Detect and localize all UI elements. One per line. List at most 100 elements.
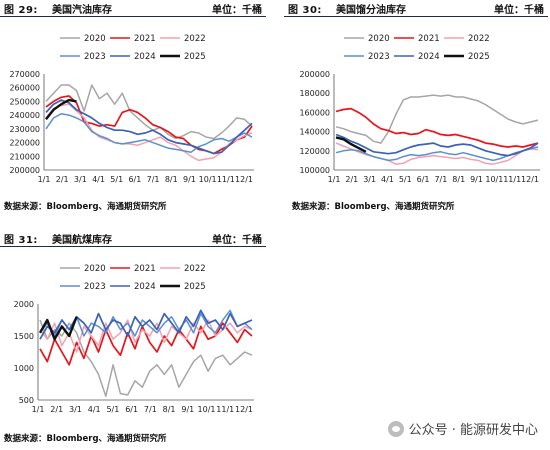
legend-label-2020: 2020: [368, 34, 390, 44]
legend-label-2022: 2022: [184, 34, 206, 44]
jet-fuel-inventory-chart: 2020 2021 2022 2023 2024 2025 500 1000 1500 2000 1…: [14, 264, 254, 414]
y-tick-label: 160000: [299, 108, 330, 117]
y-tick-label: 210000: [9, 152, 40, 161]
figure-number: 图 31:: [4, 235, 38, 246]
y-tick-label: 120000: [299, 147, 330, 156]
x-tick-label: 7/1: [144, 405, 157, 414]
x-tick-label: 5/1: [110, 175, 123, 184]
series-line-2020: [335, 94, 539, 144]
legend-label-2025: 2025: [184, 282, 206, 292]
series-line-2023: [335, 146, 539, 162]
y-tick-label: 200000: [299, 70, 330, 79]
series-line-2021: [335, 107, 539, 148]
watermark-text: 公众号 · 能源研发中心: [408, 423, 538, 438]
series-line-2025: [45, 98, 77, 121]
x-tick-label: 4/1: [381, 175, 394, 184]
legend-label-2022: 2022: [468, 34, 490, 44]
y-tick-label: 180000: [299, 89, 330, 98]
x-tick-label: 4/1: [92, 175, 105, 184]
gasoline-inventory-chart: 2020 2021 2022 2023 2024 2025 200000 210000 2200…: [9, 34, 254, 184]
unit-label: 单位：千桶: [212, 5, 262, 16]
figure-number: 图 29:: [4, 5, 38, 16]
legend-label-2020: 2020: [84, 34, 106, 44]
jet-fuel-panel: 图 31: 美国航煤库存 单位：千桶 2020 2021 2022 2023 2024 2…: [0, 230, 274, 450]
series-line-2025: [335, 136, 367, 153]
legend-label-2023: 2023: [84, 52, 106, 62]
x-tick-label: 6/1: [128, 175, 141, 184]
x-tick-label: 12/1: [235, 175, 253, 184]
legend-label-2024: 2024: [134, 282, 156, 292]
legend-label-2021: 2021: [134, 264, 156, 274]
x-tick-label: 5/1: [399, 175, 412, 184]
figure-header: 图 29: 美国汽油库存 单位：千桶: [0, 0, 266, 17]
x-tick-label: 8/1: [163, 405, 176, 414]
x-tick-label: 2/1: [50, 405, 63, 414]
x-tick-label: 12/1: [235, 405, 253, 414]
legend-label-2021: 2021: [134, 34, 156, 44]
x-tick-label: 9/1: [183, 175, 196, 184]
x-tick-label: 3/1: [74, 175, 87, 184]
source-note: 数据来源：Bloomberg、海通期货研究所: [4, 434, 167, 444]
figure-title: 美国馏分油库存: [336, 5, 406, 16]
x-tick-label: 3/1: [363, 175, 376, 184]
series-line-2021: [39, 322, 253, 366]
x-tick-label: 11/1: [503, 175, 521, 184]
y-tick-label: 2000: [14, 300, 34, 309]
figure-number: 图 30:: [288, 5, 322, 16]
distillate-panel: 图 30: 美国馏分油库存 单位：千桶 2020 2021 2022 2023 2024…: [284, 0, 550, 222]
x-tick-label: 8/1: [452, 175, 465, 184]
series-line-2021: [45, 95, 253, 155]
x-tick-label: 2/1: [56, 175, 69, 184]
y-tick-label: 240000: [9, 111, 40, 120]
figure-title: 美国航煤库存: [52, 235, 112, 246]
y-tick-label: 250000: [9, 97, 40, 106]
x-tick-label: 6/1: [125, 405, 138, 414]
y-tick-label: 500: [19, 396, 34, 405]
figure-header: 图 31: 美国航煤库存 单位：千桶: [0, 230, 266, 247]
series-line-2023: [45, 113, 253, 153]
y-tick-label: 230000: [9, 125, 40, 134]
unit-label: 单位：千桶: [212, 235, 262, 246]
legend-label-2025: 2025: [468, 52, 490, 62]
x-tick-label: 2/1: [345, 175, 358, 184]
wechat-icon: [387, 420, 404, 437]
series-line-2022: [39, 319, 253, 353]
x-tick-label: 10/1: [199, 175, 217, 184]
legend-label-2025: 2025: [184, 52, 206, 62]
figure-title: 美国汽油库存: [52, 5, 112, 16]
gasoline-panel: 图 29: 美国汽油库存 单位：千桶 2020 2021 2022 2023 2024 2…: [0, 0, 274, 222]
x-tick-label: 3/1: [69, 405, 82, 414]
unit-label: 单位：千桶: [494, 5, 544, 16]
series-line-2025: [38, 316, 78, 341]
x-tick-label: 10/1: [485, 175, 503, 184]
watermark: 公众号 · 能源研发中心: [387, 419, 538, 438]
x-tick-label: 10/1: [198, 405, 216, 414]
series-line-2020: [39, 319, 253, 397]
x-tick-label: 1/1: [328, 175, 341, 184]
legend-label-2024: 2024: [418, 52, 440, 62]
y-tick-label: 1000: [14, 364, 34, 373]
x-tick-label: 4/1: [88, 405, 101, 414]
y-tick-label: 260000: [9, 84, 40, 93]
legend-label-2023: 2023: [368, 52, 390, 62]
x-tick-label: 1/1: [38, 175, 51, 184]
source-note: 数据来源：Bloomberg、海通期货研究所: [292, 202, 455, 212]
legend-label-2024: 2024: [134, 52, 156, 62]
source-note: 数据来源：Bloomberg、海通期货研究所: [4, 202, 167, 212]
series-line-2024: [45, 99, 253, 155]
y-tick-label: 200000: [9, 166, 40, 175]
x-tick-label: 9/1: [470, 175, 483, 184]
legend-label-2023: 2023: [84, 282, 106, 292]
x-tick-label: 11/1: [216, 405, 234, 414]
x-tick-label: 9/1: [181, 405, 194, 414]
figure-header: 图 30: 美国馏分油库存 单位：千桶: [284, 0, 548, 17]
series-line-2024: [335, 133, 539, 157]
x-tick-label: 12/1: [521, 175, 539, 184]
x-tick-label: 7/1: [147, 175, 160, 184]
x-tick-label: 8/1: [165, 175, 178, 184]
legend-label-2022: 2022: [184, 264, 206, 274]
x-tick-label: 11/1: [217, 175, 235, 184]
x-tick-label: 7/1: [434, 175, 447, 184]
y-tick-label: 100000: [299, 166, 330, 175]
y-tick-label: 1500: [14, 332, 34, 341]
